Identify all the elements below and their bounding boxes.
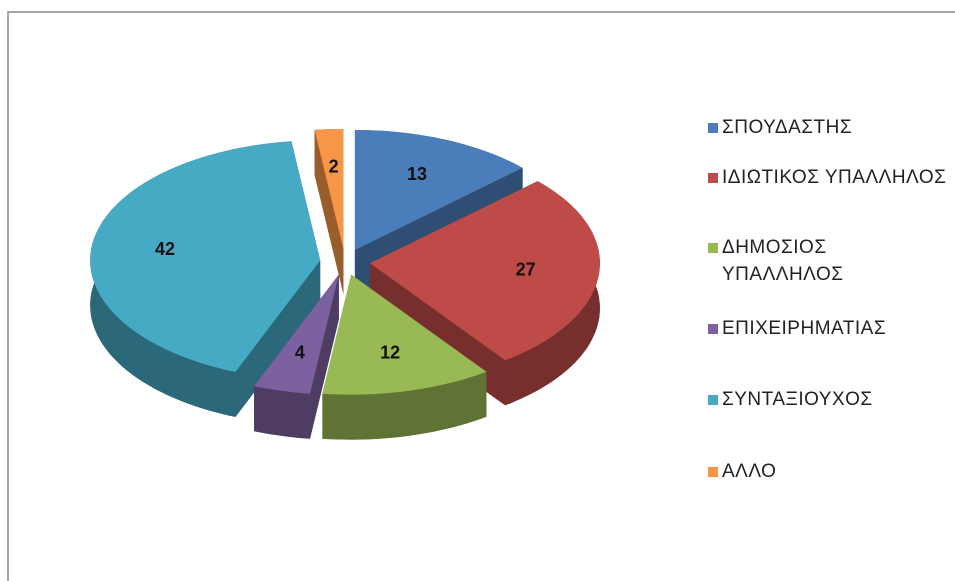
slice-top bbox=[354, 130, 523, 250]
legend-label: ΑΛΛΟ bbox=[722, 461, 777, 482]
legend-label: ΔΗΜΟΣΙΟΣ ΥΠΑΛΛΗΛΟΣ bbox=[722, 237, 844, 285]
value-label: 42 bbox=[155, 239, 175, 259]
slice-top bbox=[254, 274, 339, 394]
value-label: 27 bbox=[516, 260, 536, 280]
slice-wall bbox=[322, 371, 487, 440]
slice-top bbox=[314, 129, 344, 249]
legend-label: ΣΥΝΤΑΞΙΟΥΧΟΣ bbox=[722, 389, 873, 410]
legend-swatch bbox=[708, 467, 718, 477]
slice bbox=[322, 274, 487, 440]
legend-swatch bbox=[708, 243, 718, 253]
legend-label: ΙΔΙΩΤΙΚΟΣ ΥΠΑΛΛΗΛΟΣ bbox=[722, 167, 947, 188]
legend-swatch bbox=[708, 395, 718, 405]
legend-label: ΣΠΟΥΔΑΣΤΗΣ bbox=[722, 117, 853, 138]
legend-swatch bbox=[708, 123, 718, 133]
slice-top bbox=[322, 274, 487, 395]
slice bbox=[314, 129, 344, 294]
slice bbox=[90, 141, 321, 417]
value-label: 13 bbox=[407, 164, 427, 184]
slice bbox=[254, 274, 339, 439]
legend-label: ΕΠΙΧΕΙΡΗΜΑΤΙΑΣ bbox=[722, 318, 887, 339]
value-label: 2 bbox=[329, 156, 339, 176]
value-label: 12 bbox=[380, 342, 400, 362]
legend-swatch bbox=[708, 173, 718, 183]
slice-wall bbox=[254, 386, 310, 439]
slice-top bbox=[369, 181, 600, 361]
slice-side bbox=[235, 260, 321, 417]
legend-swatch bbox=[708, 324, 718, 334]
value-label: 4 bbox=[295, 342, 305, 362]
slice-top bbox=[90, 141, 321, 372]
